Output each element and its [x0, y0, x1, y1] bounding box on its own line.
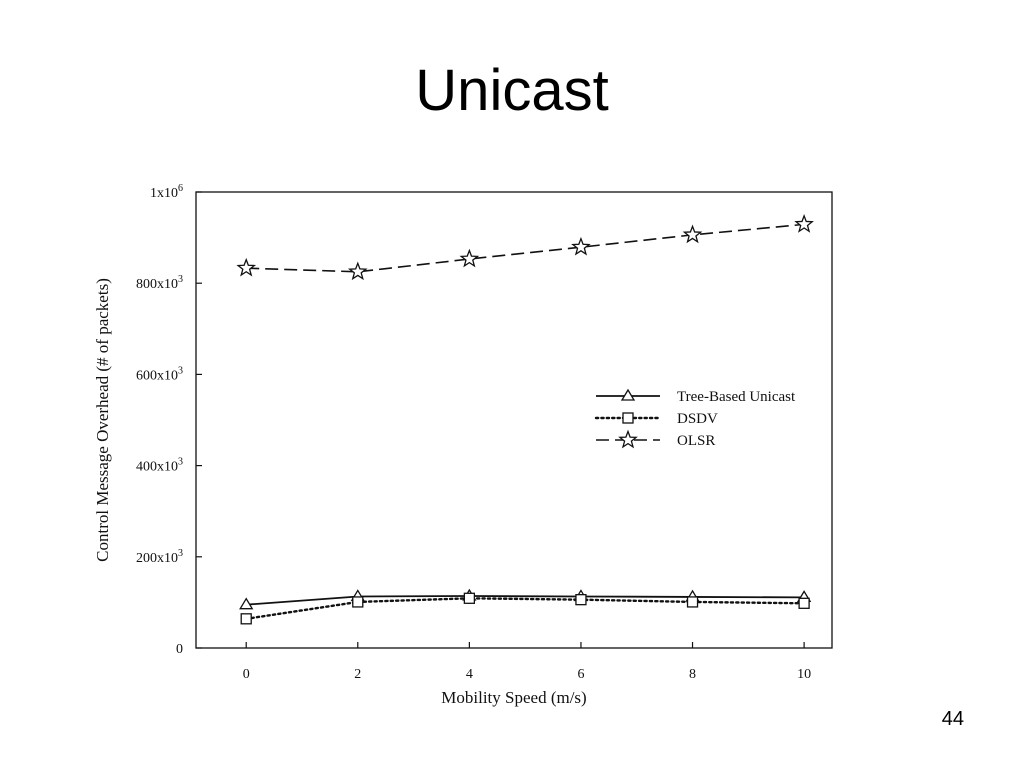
legend-item: DSDV: [594, 411, 718, 427]
legend-label: Tree-Based Unicast: [677, 389, 796, 405]
y-axis-label: Control Message Overhead (# of packets): [93, 278, 112, 562]
legend-label: DSDV: [677, 411, 718, 427]
series-line: [245, 597, 806, 621]
data-point: [463, 592, 476, 604]
x-tick-label: 6: [577, 667, 584, 682]
x-tick-label: 0: [243, 667, 250, 682]
slide-title: Unicast: [415, 58, 609, 123]
data-point: [347, 261, 368, 281]
page-number: 44: [941, 708, 964, 730]
x-tick-label: 8: [689, 667, 696, 682]
y-tick-label: 200x103: [136, 548, 183, 566]
y-tick-label: 800x103: [136, 274, 183, 292]
data-point: [571, 236, 591, 256]
legend: Tree-Based Unicast DSDV OLSR: [594, 388, 796, 449]
series-layer: [236, 214, 814, 625]
data-point: [240, 613, 252, 625]
series-dsdv: [240, 592, 810, 625]
data-point: [686, 596, 699, 608]
data-point: [352, 596, 364, 608]
plot-frame: [195, 191, 833, 649]
series-olsr: [236, 214, 814, 281]
data-point: [459, 248, 480, 268]
legend-label: OLSR: [677, 433, 715, 449]
data-point: [794, 214, 814, 233]
y-tick-label: 1x106: [150, 183, 183, 201]
data-point: [575, 594, 587, 606]
y-axis: 0 200x103 400x103 600x103 800x103 1x106: [136, 183, 202, 657]
data-point: [239, 597, 254, 610]
x-tick-label: 10: [797, 667, 811, 682]
data-point: [798, 597, 810, 609]
y-tick-label: 600x103: [136, 365, 183, 383]
legend-marker: [622, 412, 634, 424]
data-point: [236, 257, 257, 277]
series-line: [246, 223, 805, 273]
y-tick-label: 400x103: [136, 457, 183, 475]
x-axis: 0 2 4 6 8 10: [243, 642, 811, 682]
legend-item: Tree-Based Unicast: [596, 388, 796, 405]
series-line: [246, 595, 805, 606]
legend-marker: [620, 388, 636, 401]
legend-marker: [618, 429, 638, 449]
legend-item: OLSR: [596, 429, 715, 449]
x-axis-label: Mobility Speed (m/s): [441, 688, 586, 707]
y-tick-label: 0: [176, 642, 183, 657]
x-tick-label: 4: [466, 667, 473, 682]
x-tick-label: 2: [354, 667, 361, 682]
data-point: [682, 224, 703, 244]
